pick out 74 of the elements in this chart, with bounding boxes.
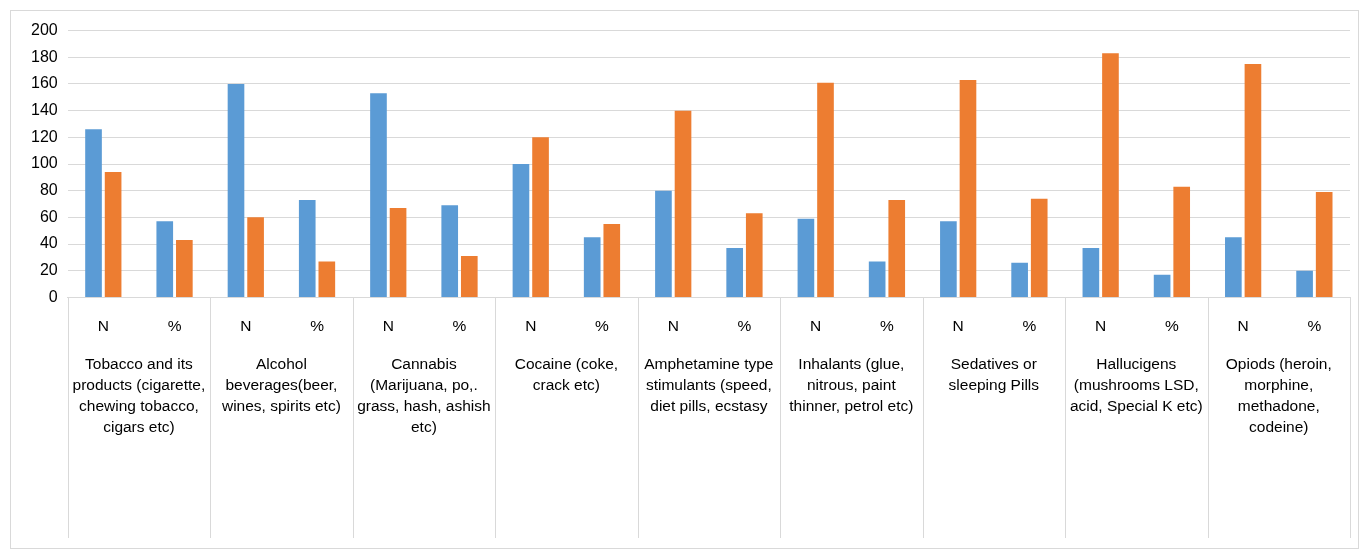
x-tick-label: % [1022,316,1037,334]
y-tick-label: 120 [30,127,58,145]
bar [1102,53,1119,297]
bar [1244,63,1262,297]
x-tick-label: N [382,316,394,334]
bar [441,205,459,297]
bar [583,237,601,297]
bar [1225,237,1242,297]
y-tick-label: 140 [30,101,58,119]
text: Tobacco and its products (cigarette, chewing tobacco, cigars etc) [72,355,206,436]
x-tick-label: % [880,316,895,334]
x-tick-label: % [1165,316,1179,334]
x-tick-label: N [1095,316,1107,334]
bar [227,83,245,297]
x-tick-label: N [1237,316,1249,334]
bar [370,93,387,297]
y-tick-label: 180 [30,47,58,65]
bar [817,82,834,297]
x-tick-label: N [952,316,964,334]
bar [603,224,621,297]
text: Cannabis (Marijuana, po,. grass, hash, ashish etc) [357,355,491,436]
bar [389,208,407,297]
y-tick-label: 0 [48,287,58,305]
bar [156,221,174,297]
text: Hallucigens (mushrooms LSD, acid, Special K etc) [1069,355,1203,415]
y-tick-label: 160 [30,74,58,92]
y-tick-label: 200 [30,21,58,39]
bar [797,218,815,297]
bar [1011,262,1028,297]
bar [868,261,886,297]
bar [1153,274,1171,297]
bar [460,256,478,297]
bar [1315,192,1333,297]
text: Opiods (heroin, morphine, methadone, codeine) [1225,355,1332,436]
text: Sedatives or sleeping Pills [948,355,1040,394]
bar [1173,186,1191,297]
x-tick-label: N [525,316,537,334]
x-tick-label: % [310,316,325,334]
bar [655,190,672,297]
x-tick-label: N [240,316,252,334]
bar [85,129,102,297]
x-tick-label: % [452,316,467,334]
x-tick-label: N [810,316,822,334]
y-tick-label: 80 [39,181,58,199]
bar [512,164,530,297]
bar [888,200,906,297]
bar [940,221,957,297]
x-tick-label: % [1307,316,1322,334]
text: Cocaine (coke, crack etc) [514,355,619,394]
bar [247,217,264,297]
y-tick-label: 60 [39,207,58,225]
bar [318,261,336,297]
bar [1082,248,1100,297]
bar [726,248,743,297]
x-tick-label: % [737,316,752,334]
x-tick-label: % [595,316,610,334]
bar [1296,270,1313,297]
y-tick-label: 40 [39,234,58,252]
bar [745,213,763,297]
bar [959,79,977,297]
y-tick-label: 20 [39,261,58,279]
x-tick-label: N [667,316,679,334]
bar [298,200,316,297]
y-tick-label: 100 [30,154,58,172]
x-tick-label: % [167,316,182,334]
text: Inhalants (glue, nitrous, paint thinner, petrol etc) [789,355,914,415]
bar [176,240,193,297]
x-tick-label: N [97,316,109,334]
bar [532,137,549,297]
bar [104,172,122,297]
text: Alcohol beverages(beer, wines, spirits etc) [220,355,341,415]
bar [674,110,692,297]
bar [1030,198,1048,297]
text: Amphetamine type stimulants (speed, diet pills, ecstasy [644,355,774,415]
